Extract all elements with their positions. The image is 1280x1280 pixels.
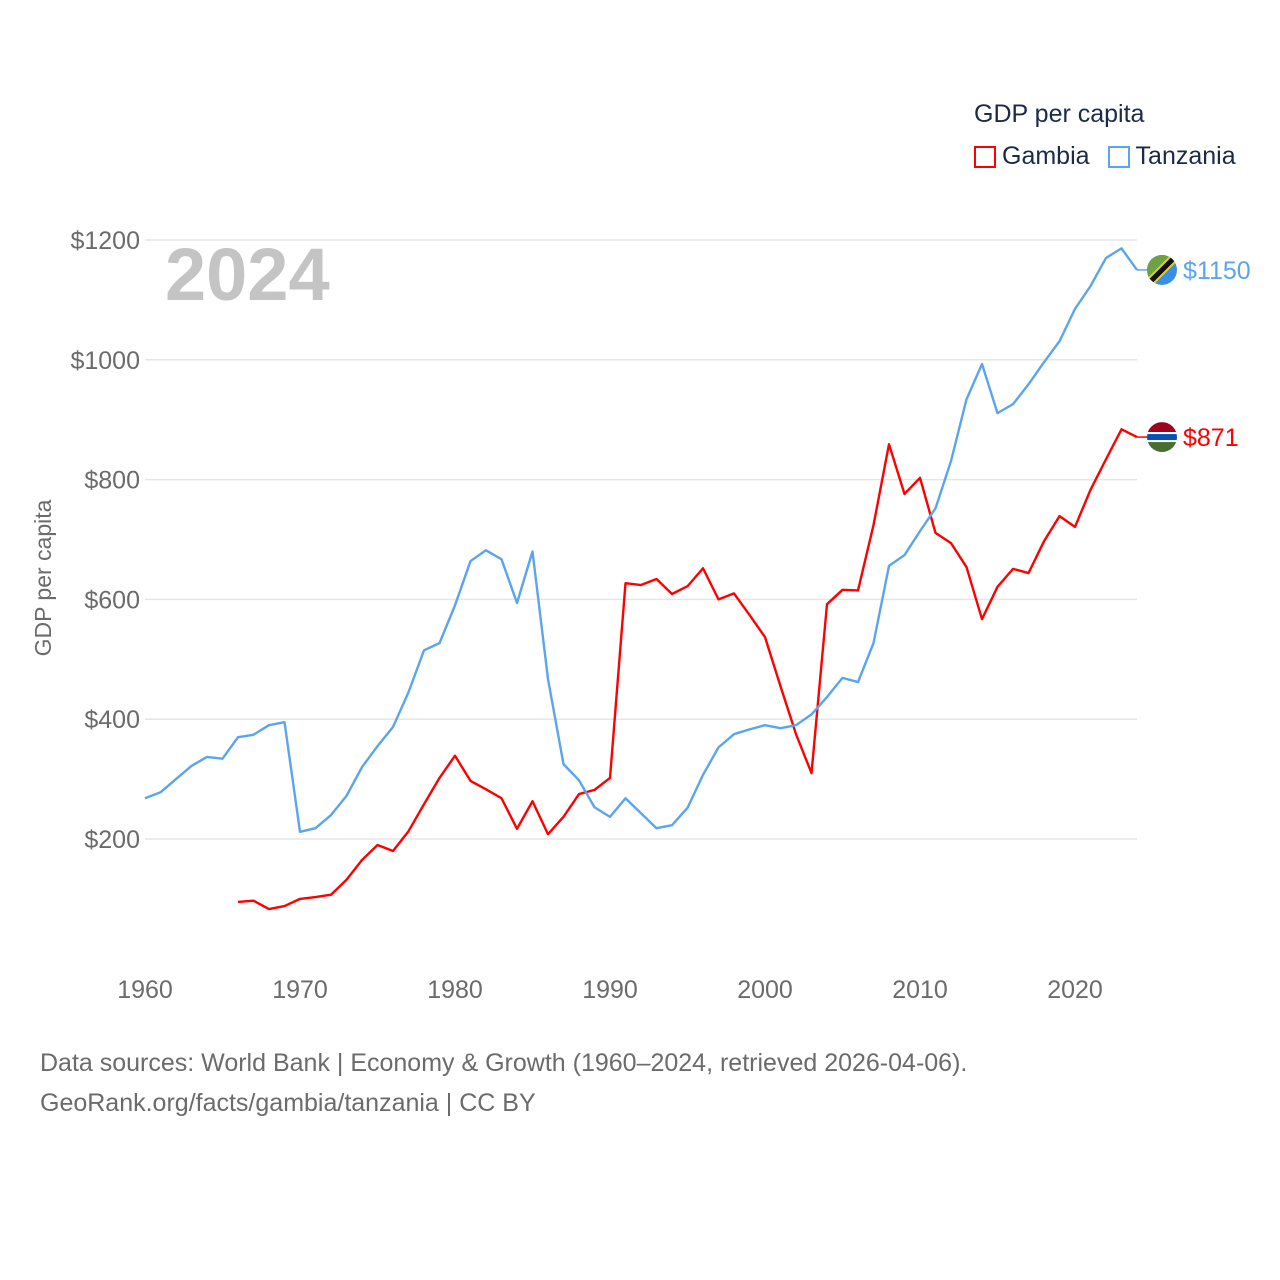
attribution-text[interactable]: GeoRank.org/facts/gambia/tanzania | CC B…	[40, 1089, 536, 1117]
end-value-label-gambia: $871	[1183, 424, 1239, 452]
gambia-flag-icon	[1147, 422, 1177, 453]
legend-title: GDP per capita	[974, 100, 1145, 128]
x-tick-label: 2010	[892, 976, 948, 1004]
legend-swatch-gambia	[974, 145, 996, 168]
y-tick-label: $200	[84, 826, 140, 854]
end-value-label-tanzania: $1150	[1183, 257, 1251, 285]
year-label: 2024	[165, 233, 330, 316]
y-tick-label: $600	[84, 586, 140, 614]
x-tick-label: 2020	[1047, 976, 1103, 1004]
data-source-text: Data sources: World Bank | Economy & Gro…	[40, 1049, 968, 1077]
y-axis-label: GDP per capita	[30, 499, 56, 656]
y-tick-label: $1200	[70, 227, 140, 255]
x-tick-label: 2000	[737, 976, 793, 1004]
y-tick-label: $400	[84, 706, 140, 734]
legend-label-tanzania: Tanzania	[1135, 142, 1236, 170]
footer: Data sources: World Bank | Economy & Gro…	[40, 1043, 967, 1123]
legend-item-tanzania[interactable]: Tanzania	[1107, 142, 1236, 171]
x-tick-label: 1960	[117, 976, 173, 1004]
legend-label-gambia: Gambia	[1002, 142, 1090, 170]
x-tick-label: 1990	[582, 976, 638, 1004]
y-tick-label: $800	[84, 467, 140, 495]
x-tick-label: 1980	[427, 976, 483, 1004]
tanzania-flag-icon	[1147, 254, 1177, 285]
y-tick-label: $1000	[70, 347, 140, 375]
series-line-tanzania	[144, 247, 1138, 834]
series-line-gambia	[237, 428, 1138, 911]
legend-item-gambia[interactable]: Gambia	[974, 142, 1090, 171]
x-tick-label: 1970	[272, 976, 328, 1004]
legend: Gambia Tanzania	[974, 142, 1236, 171]
legend-swatch-tanzania	[1107, 145, 1130, 168]
